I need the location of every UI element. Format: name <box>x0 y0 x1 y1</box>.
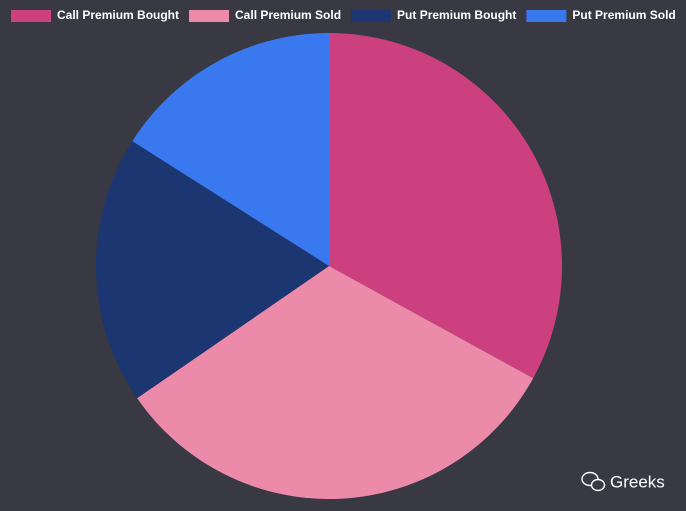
legend-swatch <box>11 10 51 22</box>
pie-slice <box>132 33 329 266</box>
legend-label: Call Premium Sold <box>235 8 341 22</box>
legend-label: Call Premium Bought <box>57 8 179 22</box>
pie <box>95 33 562 499</box>
legend-swatch <box>189 10 230 22</box>
legend-swatch <box>526 10 567 22</box>
legend-label: Put Premium Sold <box>572 8 675 22</box>
legend-swatch <box>351 10 392 22</box>
watermark: Greeks <box>610 472 665 491</box>
legend: Call Premium Bought Call Premium Sold Put … <box>11 8 676 22</box>
legend-label: Put Premium Bought <box>397 8 516 22</box>
pie-slice <box>95 141 329 399</box>
pie-slice <box>137 266 534 499</box>
pie-slice <box>329 33 562 379</box>
watermark-icon <box>581 471 606 492</box>
